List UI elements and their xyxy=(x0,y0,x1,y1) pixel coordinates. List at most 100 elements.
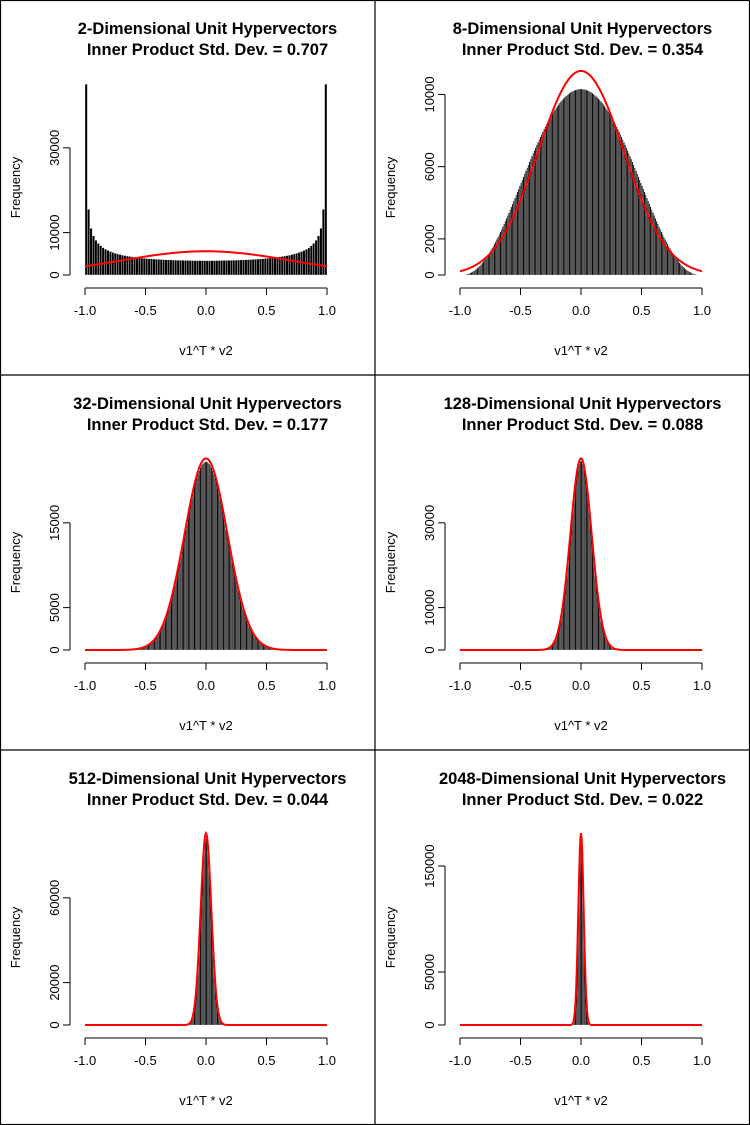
histogram-bar xyxy=(590,92,593,276)
histogram-bar xyxy=(680,264,682,276)
histogram-bar xyxy=(203,462,205,651)
chart-panel-2048d: 2048-Dimensional Unit Hypervectors Inner … xyxy=(383,770,726,1108)
histogram-bars xyxy=(543,461,619,651)
histogram-bar xyxy=(285,255,289,276)
y-axis-label: Frequency xyxy=(8,156,23,218)
histogram-bar xyxy=(184,534,186,651)
histogram-bar xyxy=(191,260,195,276)
histogram-bar xyxy=(485,257,487,276)
histogram-bar xyxy=(220,503,222,651)
histogram-bar xyxy=(225,260,228,276)
histogram-bar xyxy=(159,259,163,276)
histogram-bar xyxy=(249,627,251,651)
histogram-bar xyxy=(478,266,480,276)
histogram-bar xyxy=(247,621,249,651)
histogram-bar xyxy=(694,274,697,276)
histogram-bar xyxy=(118,254,122,276)
x-tick-label: -0.5 xyxy=(134,678,156,693)
histogram-bar xyxy=(210,467,213,651)
x-tick-label: -0.5 xyxy=(509,303,531,318)
x-axis: -1.0 -0.5 0.0 0.5 1.0 xyxy=(74,1037,336,1068)
histogram-bar xyxy=(116,253,120,276)
histogram-bar xyxy=(628,153,630,276)
histogram-bar xyxy=(576,475,578,651)
histogram-bar xyxy=(208,260,212,276)
histogram-bar xyxy=(687,270,689,276)
histogram-bar xyxy=(484,259,486,276)
histogram-bar xyxy=(138,257,141,276)
histogram-bar xyxy=(588,90,590,276)
x-tick-label: 1.0 xyxy=(318,678,336,693)
histogram-bar xyxy=(569,531,572,651)
histogram-bar xyxy=(214,477,216,651)
histogram-bar xyxy=(217,260,221,276)
histogram-bar xyxy=(578,463,580,651)
histogram-bar xyxy=(622,139,624,276)
x-tick-label: 0.5 xyxy=(257,1053,275,1068)
histogram-bar xyxy=(162,259,166,276)
histogram-bar xyxy=(624,144,626,276)
histogram-bar xyxy=(555,107,557,276)
histogram-bar xyxy=(266,258,270,276)
x-tick-label: -0.5 xyxy=(134,303,156,318)
histogram-bar xyxy=(595,96,597,276)
histogram-bar xyxy=(567,557,570,651)
histogram-bar xyxy=(173,588,175,651)
y-tick-label: 20000 xyxy=(47,965,62,1001)
histogram-bar xyxy=(113,253,117,276)
histogram-bar xyxy=(152,258,156,276)
histogram-bar xyxy=(534,147,537,276)
histogram-bar xyxy=(165,614,168,651)
histogram-bar xyxy=(580,461,583,651)
histogram-bar xyxy=(157,259,161,276)
y-axis: 0 5000 15000 xyxy=(47,505,71,654)
histogram-bar xyxy=(473,270,475,276)
histogram-bar xyxy=(686,269,688,276)
histogram-bar xyxy=(276,256,279,276)
histogram-bar xyxy=(611,117,613,276)
histogram-bar xyxy=(556,106,559,276)
histogram-bar xyxy=(256,258,260,276)
histogram-bar xyxy=(511,203,514,276)
chart-subtitle: Inner Product Std. Dev. = 0.022 xyxy=(462,791,703,809)
x-tick-label: -0.5 xyxy=(509,678,531,693)
histogram-bar xyxy=(202,463,204,651)
histogram-bars xyxy=(464,88,698,276)
histogram-bar xyxy=(591,93,594,276)
x-axis-label: v1^T * v2 xyxy=(179,718,233,733)
histogram-bar xyxy=(509,209,511,276)
chart-panel-8d: 8-Dimensional Unit Hypervectors Inner Pro… xyxy=(383,20,712,358)
histogram-bar xyxy=(169,259,173,276)
histogram-bar xyxy=(314,240,318,276)
histogram-bar xyxy=(684,268,687,276)
histogram-bar xyxy=(121,254,124,276)
histogram-bar xyxy=(167,611,169,651)
histogram-bar xyxy=(615,126,618,276)
histogram-bar xyxy=(207,462,209,651)
histogram-bar xyxy=(561,99,563,276)
histogram-bar xyxy=(649,206,652,276)
histogram-bar xyxy=(224,521,226,651)
histogram-bar xyxy=(239,598,242,651)
histogram-bar xyxy=(605,107,607,276)
histogram-bar xyxy=(469,272,472,276)
histogram-bar xyxy=(544,126,547,276)
histogram-bar xyxy=(234,577,237,651)
histogram-bar xyxy=(537,142,539,276)
x-axis-label: v1^T * v2 xyxy=(179,1093,233,1108)
histogram-bar xyxy=(140,257,144,276)
normal-curve xyxy=(460,457,702,651)
histogram-bar xyxy=(217,491,220,651)
y-tick-label: 5000 xyxy=(47,593,62,622)
histogram-bar xyxy=(242,259,245,276)
histogram-bar xyxy=(618,131,620,276)
x-tick-label: 1.0 xyxy=(693,1053,711,1068)
histogram-bar xyxy=(559,102,561,276)
histogram-bar xyxy=(288,254,291,276)
histogram-bar xyxy=(198,470,201,651)
histogram-bar xyxy=(481,262,484,276)
histogram-bar xyxy=(164,259,168,276)
chart-title: 128-Dimensional Unit Hypervectors xyxy=(444,395,722,413)
histogram-bar xyxy=(608,113,611,276)
histogram-bar xyxy=(239,259,243,276)
